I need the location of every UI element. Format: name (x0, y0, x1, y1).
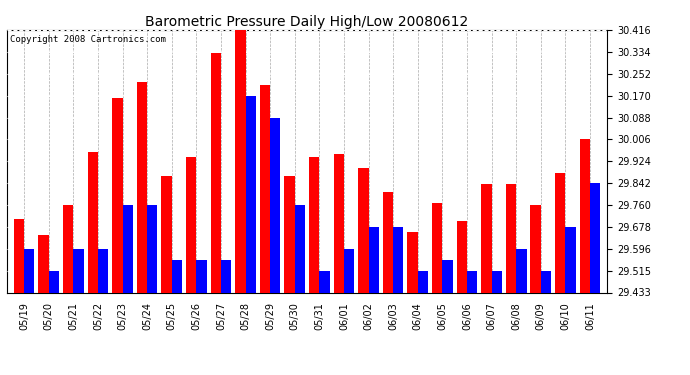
Bar (246, 96, 256, 292)
Bar (270, 118, 280, 292)
Bar (334, 154, 344, 292)
Bar (417, 271, 428, 292)
Bar (383, 192, 393, 292)
Bar (457, 221, 467, 292)
Bar (39, 234, 49, 292)
Bar (49, 271, 59, 292)
Bar (137, 82, 147, 292)
Bar (467, 271, 477, 292)
Bar (260, 85, 270, 292)
Bar (147, 205, 157, 292)
Bar (565, 227, 575, 292)
Bar (531, 205, 541, 292)
Text: Copyright 2008 Cartronics.com: Copyright 2008 Cartronics.com (10, 35, 166, 44)
Bar (210, 53, 221, 292)
Bar (432, 202, 442, 292)
Bar (491, 271, 502, 292)
Bar (393, 227, 404, 292)
Bar (88, 152, 98, 292)
Bar (172, 260, 182, 292)
Bar (358, 168, 368, 292)
Bar (407, 232, 417, 292)
Bar (123, 205, 133, 292)
Bar (590, 183, 600, 292)
Bar (344, 249, 354, 292)
Bar (221, 260, 231, 292)
Bar (442, 260, 453, 292)
Bar (481, 184, 491, 292)
Bar (98, 249, 108, 292)
Bar (541, 271, 551, 292)
Bar (186, 157, 197, 292)
Bar (14, 219, 24, 292)
Bar (63, 205, 73, 292)
Bar (112, 98, 123, 292)
Bar (235, 30, 246, 292)
Bar (24, 249, 34, 292)
Bar (197, 260, 207, 292)
Bar (368, 227, 379, 292)
Title: Barometric Pressure Daily High/Low 20080612: Barometric Pressure Daily High/Low 20080… (146, 15, 469, 29)
Bar (580, 140, 590, 292)
Bar (284, 176, 295, 292)
Bar (161, 176, 172, 292)
Bar (506, 184, 516, 292)
Bar (73, 249, 83, 292)
Bar (555, 173, 565, 292)
Bar (295, 205, 305, 292)
Bar (516, 249, 526, 292)
Bar (309, 157, 319, 292)
Bar (319, 271, 330, 292)
